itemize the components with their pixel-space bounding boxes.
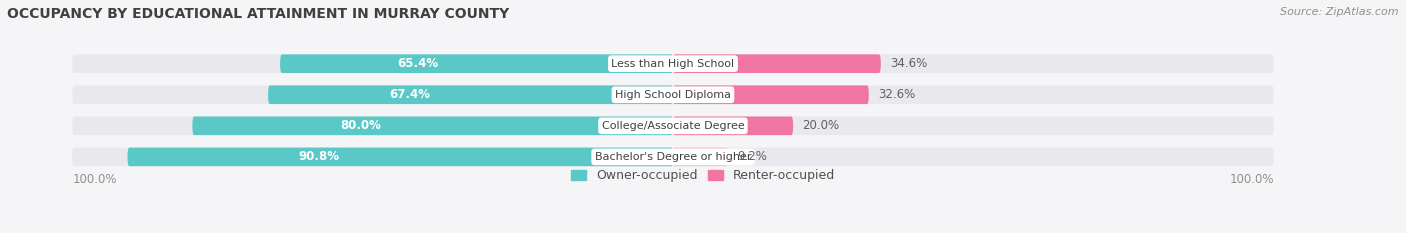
Legend: Owner-occupied, Renter-occupied: Owner-occupied, Renter-occupied	[571, 169, 835, 182]
Text: OCCUPANCY BY EDUCATIONAL ATTAINMENT IN MURRAY COUNTY: OCCUPANCY BY EDUCATIONAL ATTAINMENT IN M…	[7, 7, 509, 21]
FancyBboxPatch shape	[72, 147, 1274, 166]
FancyBboxPatch shape	[673, 86, 869, 104]
FancyBboxPatch shape	[280, 54, 673, 73]
Text: 90.8%: 90.8%	[298, 150, 339, 163]
Text: 67.4%: 67.4%	[389, 88, 430, 101]
FancyBboxPatch shape	[673, 54, 880, 73]
FancyBboxPatch shape	[673, 147, 728, 166]
Text: 100.0%: 100.0%	[1229, 173, 1274, 186]
FancyBboxPatch shape	[269, 86, 673, 104]
Text: 20.0%: 20.0%	[801, 119, 839, 132]
Text: Source: ZipAtlas.com: Source: ZipAtlas.com	[1281, 7, 1399, 17]
FancyBboxPatch shape	[72, 86, 1274, 104]
Text: Bachelor's Degree or higher: Bachelor's Degree or higher	[595, 152, 751, 162]
Text: High School Diploma: High School Diploma	[614, 90, 731, 100]
Text: Less than High School: Less than High School	[612, 59, 734, 69]
FancyBboxPatch shape	[673, 116, 793, 135]
Text: 80.0%: 80.0%	[340, 119, 381, 132]
Text: 32.6%: 32.6%	[877, 88, 915, 101]
FancyBboxPatch shape	[193, 116, 673, 135]
Text: College/Associate Degree: College/Associate Degree	[602, 121, 744, 131]
FancyBboxPatch shape	[128, 147, 673, 166]
FancyBboxPatch shape	[72, 54, 1274, 73]
Text: 34.6%: 34.6%	[890, 57, 927, 70]
FancyBboxPatch shape	[72, 116, 1274, 135]
Text: 65.4%: 65.4%	[396, 57, 439, 70]
Text: 100.0%: 100.0%	[72, 173, 117, 186]
Text: 9.2%: 9.2%	[737, 150, 768, 163]
